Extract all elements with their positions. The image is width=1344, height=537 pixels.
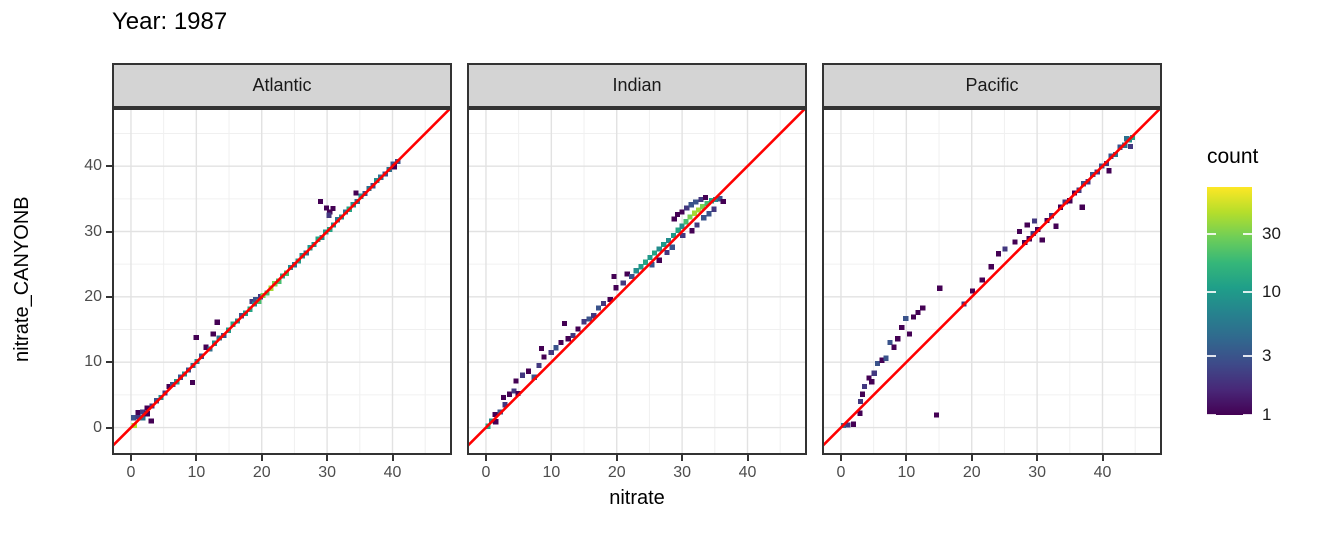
x-tick-label: 40 <box>383 464 402 481</box>
legend-tick-label: 10 <box>1262 282 1281 302</box>
x-tick-mark <box>615 455 618 461</box>
legend-tick-mark <box>1243 291 1252 294</box>
x-tick-mark <box>746 455 749 461</box>
y-tick-label: 0 <box>93 418 102 436</box>
y-tick-mark <box>106 230 112 233</box>
legend-tick-mark <box>1207 232 1216 235</box>
x-tick-mark <box>129 455 132 461</box>
legend-tick-mark <box>1207 355 1216 358</box>
y-tick-label: 10 <box>84 353 102 371</box>
facet-strip-indian: Indian <box>467 63 807 108</box>
x-tick-label: 0 <box>836 464 846 481</box>
x-tick-mark <box>326 455 329 461</box>
x-tick-mark <box>970 455 973 461</box>
legend-tick-mark <box>1207 414 1216 416</box>
y-tick-mark <box>106 426 112 429</box>
x-axis-title: nitrate <box>609 487 665 509</box>
y-tick-label: 30 <box>84 222 102 240</box>
x-tick-label: 30 <box>673 464 691 481</box>
x-tick-label: 0 <box>126 464 136 481</box>
facet-strip-label: Pacific <box>965 75 1019 95</box>
x-tick-label: 10 <box>542 464 561 481</box>
facet-panel-atlantic <box>112 108 452 455</box>
y-axis-title: nitrate_CANYONB <box>11 196 33 362</box>
x-tick-label: 10 <box>897 464 916 481</box>
facet-strip-pacific: Pacific <box>822 63 1162 108</box>
facet-panel-indian <box>467 108 807 455</box>
legend-gradient-bar <box>1207 187 1252 415</box>
legend-tick-mark <box>1243 355 1252 358</box>
legend-tick-label: 3 <box>1262 346 1272 366</box>
x-tick-mark <box>681 455 684 461</box>
x-tick-mark <box>1036 455 1039 461</box>
x-tick-label: 30 <box>1028 464 1046 481</box>
x-tick-label: 40 <box>738 464 757 481</box>
x-tick-mark <box>1101 455 1104 461</box>
x-tick-label: 20 <box>607 464 626 481</box>
x-tick-label: 20 <box>962 464 981 481</box>
x-tick-mark <box>260 455 263 461</box>
legend-tick-mark <box>1207 291 1216 294</box>
x-tick-label: 40 <box>1093 464 1112 481</box>
x-tick-mark <box>839 455 842 461</box>
facet-strip-label: Atlantic <box>252 75 312 95</box>
x-tick-label: 10 <box>187 464 206 481</box>
plot-title: Year: 1987 <box>112 8 228 35</box>
y-tick-label: 40 <box>84 157 102 175</box>
x-tick-mark <box>391 455 394 461</box>
legend-tick-mark <box>1243 414 1252 416</box>
facet-panel-pacific <box>822 108 1162 455</box>
facet-strip-label: Indian <box>612 75 662 95</box>
x-tick-mark <box>550 455 553 461</box>
facet-strip-atlantic: Atlantic <box>112 63 452 108</box>
legend-tick-label: 30 <box>1262 223 1281 243</box>
y-tick-mark <box>106 361 112 364</box>
x-tick-mark <box>195 455 198 461</box>
x-tick-mark <box>905 455 908 461</box>
legend-title: count <box>1207 145 1259 168</box>
y-tick-label: 20 <box>84 287 102 305</box>
legend-tick-mark <box>1243 232 1252 235</box>
x-tick-label: 0 <box>481 464 491 481</box>
y-tick-mark <box>106 165 112 168</box>
x-tick-label: 20 <box>252 464 271 481</box>
y-tick-mark <box>106 295 112 298</box>
legend-tick-label: 1 <box>1262 405 1272 424</box>
x-tick-label: 30 <box>318 464 336 481</box>
x-tick-mark <box>484 455 487 461</box>
